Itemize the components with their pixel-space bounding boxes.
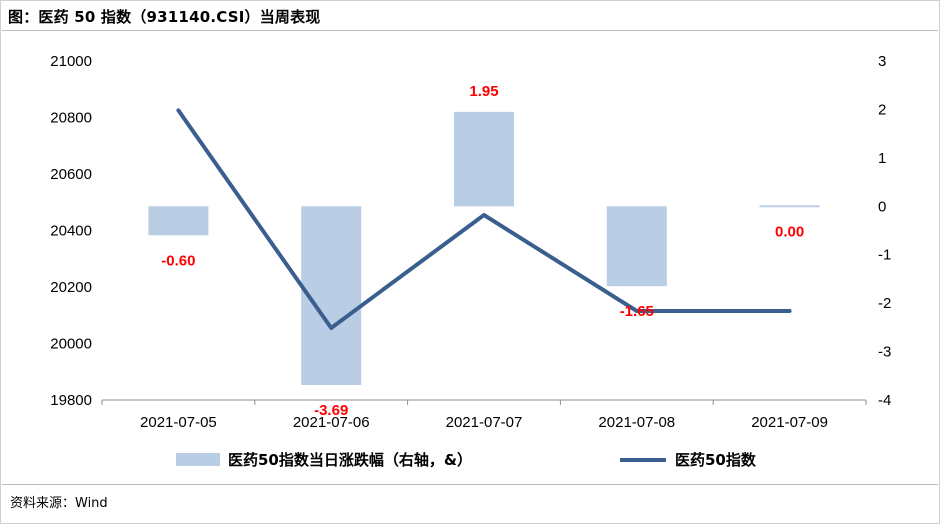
legend-line-label: 医药50指数	[675, 451, 757, 469]
left-y-tick-label: 21000	[50, 53, 92, 70]
line-index	[176, 108, 792, 330]
data-label: 0.00	[775, 223, 804, 240]
left-y-tick-label: 20200	[50, 279, 92, 296]
title-divider	[2, 30, 938, 31]
right-y-tick-label: 1	[878, 150, 886, 167]
x-tick-label: 2021-07-07	[446, 414, 523, 431]
data-label: 1.95	[469, 83, 498, 100]
x-tick-label: 2021-07-08	[598, 414, 675, 431]
line-series	[176, 108, 792, 330]
legend-bar-label: 医药50指数当日涨跌幅（右轴，&）	[228, 451, 472, 469]
bar-2021-07-05	[148, 206, 209, 236]
left-y-tick-label: 20800	[50, 110, 92, 127]
right-y-tick-label: 2	[878, 101, 886, 118]
right-y-tick-label: -3	[878, 344, 891, 361]
bar-2021-07-09	[759, 205, 820, 208]
bar-2021-07-08	[606, 206, 667, 287]
bar-2021-07-07	[454, 111, 514, 207]
x-tick-label: 2021-07-06	[293, 414, 370, 431]
x-axis	[101, 399, 867, 405]
bar-2021-07-06	[301, 206, 362, 385]
right-y-tick-label: 3	[878, 53, 886, 70]
chart-title: 图：医药 50 指数（931140.CSI）当周表现	[8, 8, 321, 26]
x-tick-label: 2021-07-09	[751, 414, 828, 431]
right-y-tick-label: -1	[878, 247, 891, 264]
left-y-tick-label: 20600	[50, 166, 92, 183]
x-tick-label: 2021-07-05	[140, 414, 217, 431]
data-label: -1.65	[620, 303, 654, 320]
data-labels: -0.60 -3.69 1.95 -1.65 0.00	[161, 83, 804, 419]
source-note: 资料来源：Wind	[10, 496, 108, 511]
source-divider	[2, 484, 938, 485]
left-y-axis: 21000 20800 20600 20400 20200 20000 19800	[50, 53, 92, 409]
right-y-axis: 3 2 1 0 -1 -2 -3 -4	[878, 53, 891, 409]
left-y-tick-label: 20400	[50, 223, 92, 240]
bar-series	[148, 111, 820, 385]
data-label: -0.60	[161, 252, 195, 269]
left-y-tick-label: 20000	[50, 336, 92, 353]
data-label: -3.69	[314, 402, 348, 419]
right-y-tick-label: 0	[878, 198, 886, 215]
legend: 医药50指数当日涨跌幅（右轴，&） 医药50指数	[176, 451, 757, 469]
x-tick-labels: 2021-07-05 2021-07-06 2021-07-07 2021-07-08…	[140, 414, 828, 431]
legend-bar-swatch	[176, 453, 220, 466]
right-y-tick-label: -2	[878, 295, 891, 312]
right-y-tick-label: -4	[878, 392, 891, 409]
left-y-tick-label: 19800	[50, 392, 92, 409]
